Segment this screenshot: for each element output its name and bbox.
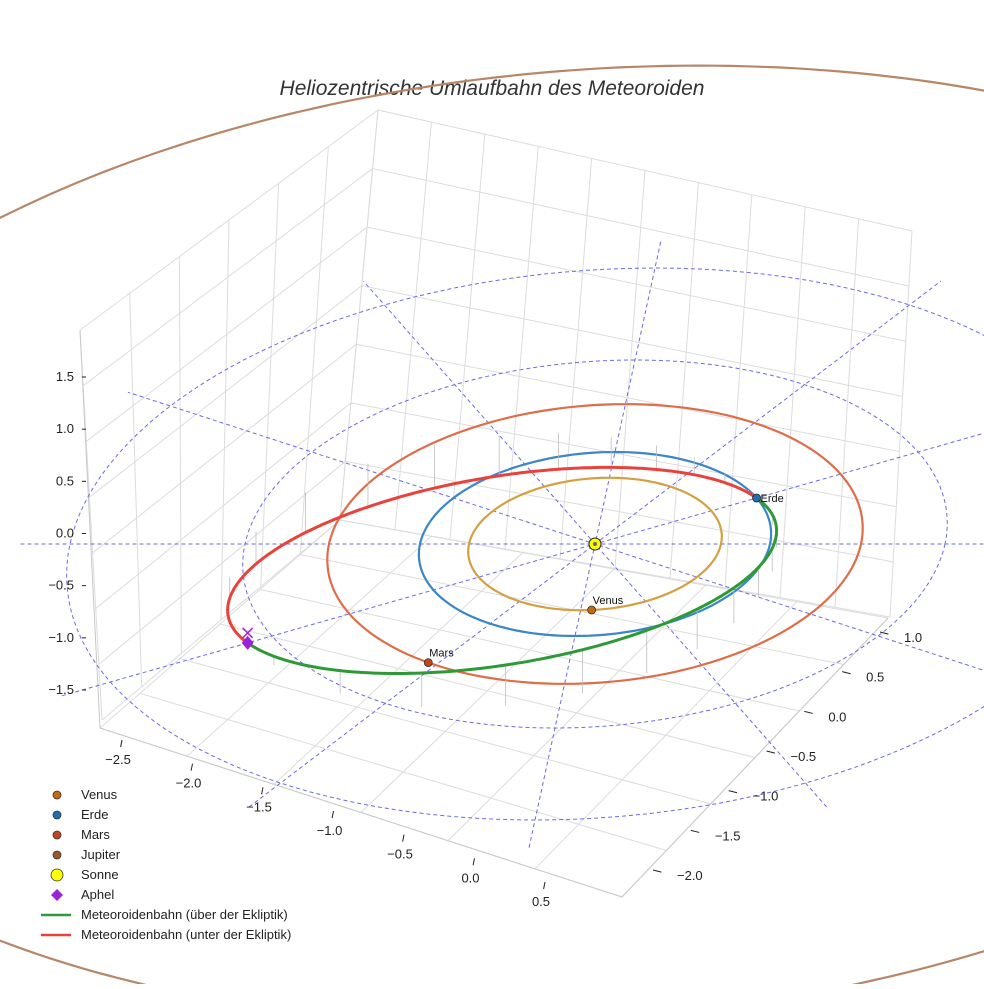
sun-core bbox=[593, 542, 597, 546]
y-axis-tick-mark bbox=[767, 751, 775, 753]
x-axis-tick-label: −2.5 bbox=[105, 752, 131, 767]
x-axis-tick-label: −1.5 bbox=[246, 799, 272, 814]
grid-line bbox=[140, 693, 666, 850]
z-axis-tick-label: 0.5 bbox=[56, 473, 74, 488]
x-axis-tick-mark bbox=[121, 740, 122, 747]
z-axis-tick-label: −1.0 bbox=[48, 630, 74, 645]
x-axis-tick-mark bbox=[332, 811, 333, 818]
x-axis-tick-mark bbox=[544, 882, 545, 889]
y-axis-tick-label: 0.0 bbox=[828, 709, 846, 724]
legend-marker-jupiter bbox=[53, 851, 61, 859]
y-axis-tick-mark bbox=[842, 672, 850, 674]
y-axis-tick-label: −1.0 bbox=[753, 789, 779, 804]
z-axis-tick-label: −0.5 bbox=[48, 578, 74, 593]
z-axis-tick-label: 1.5 bbox=[56, 369, 74, 384]
y-axis-tick-label: 0.5 bbox=[866, 670, 884, 685]
venus-label: Venus bbox=[593, 595, 624, 607]
y-axis-tick-label: 1.0 bbox=[904, 630, 922, 645]
y-axis-tick-mark bbox=[804, 711, 812, 713]
y-axis-tick-label: −2.0 bbox=[677, 868, 703, 883]
mars-point bbox=[424, 659, 432, 667]
y-axis-tick-label: −1.5 bbox=[715, 828, 741, 843]
legend-label-meteoroidenbahn-ber-der-ekliptik-: Meteoroidenbahn (über der Ekliptik) bbox=[81, 907, 288, 922]
y-axis-tick-mark bbox=[691, 830, 699, 832]
x-axis-tick-label: 0.5 bbox=[532, 894, 550, 909]
x-axis-tick-mark bbox=[403, 835, 404, 842]
x-axis-tick-label: −2.0 bbox=[176, 776, 202, 791]
legend-label-venus: Venus bbox=[81, 787, 118, 802]
left-pane bbox=[80, 110, 378, 720]
z-axis-tick-label: 1.0 bbox=[56, 421, 74, 436]
legend-label-aphel: Aphel bbox=[81, 887, 114, 902]
y-axis-tick-mark bbox=[653, 870, 661, 872]
earth-label: Erde bbox=[761, 493, 784, 505]
legend-label-jupiter: Jupiter bbox=[81, 847, 121, 862]
legend-label-mars: Mars bbox=[81, 827, 110, 842]
x-axis-tick-label: −1.0 bbox=[317, 823, 343, 838]
x-axis-tick-mark bbox=[262, 787, 263, 794]
legend-marker-sonne bbox=[51, 869, 63, 881]
x-axis-tick-mark bbox=[473, 858, 474, 865]
y-axis-tick-label: −0.5 bbox=[791, 749, 817, 764]
venus-point bbox=[588, 606, 596, 614]
legend-label-meteoroidenbahn-unter-der-ekliptik-: Meteoroidenbahn (unter der Ekliptik) bbox=[81, 927, 291, 942]
x-axis-tick-mark bbox=[191, 764, 192, 771]
legend-marker-mars bbox=[53, 831, 61, 839]
legend-label-sonne: Sonne bbox=[81, 867, 119, 882]
z-axis-tick-label: 0.0 bbox=[56, 526, 74, 541]
x-axis-tick-label: −0.5 bbox=[387, 847, 413, 862]
earth-point bbox=[753, 494, 761, 502]
y-axis-tick-mark bbox=[729, 791, 737, 793]
legend-marker-venus bbox=[53, 791, 61, 799]
z-axis-tick-label: −1.5 bbox=[48, 682, 74, 697]
legend-marker-aphel bbox=[51, 889, 63, 901]
chart-title: Heliozentrische Umlaufbahn des Meteoroid… bbox=[280, 77, 705, 100]
axis-edge bbox=[622, 618, 888, 897]
legend-label-erde: Erde bbox=[81, 807, 108, 822]
mars-label: Mars bbox=[429, 648, 454, 660]
grid-line bbox=[220, 624, 755, 758]
axis-edge bbox=[100, 728, 622, 897]
legend-marker-erde bbox=[53, 811, 61, 819]
grid-line bbox=[260, 589, 799, 711]
x-axis-tick-label: 0.0 bbox=[461, 870, 479, 885]
